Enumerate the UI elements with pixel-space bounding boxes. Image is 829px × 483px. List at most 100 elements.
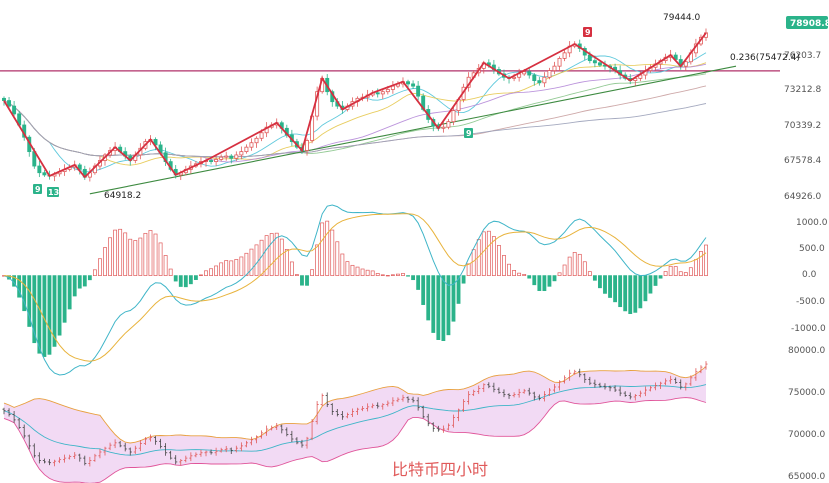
- macd-histogram-bar: [360, 268, 365, 276]
- price-tick: 70339.2: [784, 121, 821, 131]
- macd-histogram-bar: [82, 275, 87, 287]
- macd-histogram-bar: [688, 267, 693, 276]
- macd-histogram-bar: [532, 275, 537, 286]
- macd-histogram-bar: [133, 240, 138, 276]
- macd-histogram-bar: [199, 274, 203, 276]
- macd-histogram-bar: [567, 256, 572, 276]
- macd-histogram-bar: [209, 268, 213, 276]
- macd-histogram-bar: [451, 275, 456, 322]
- macd-histogram-bar: [537, 275, 542, 291]
- td-marker: 13: [47, 187, 59, 197]
- macd-histogram-bar: [598, 275, 602, 289]
- macd-histogram-bar: [653, 275, 658, 286]
- price-tick: 64926.0: [784, 192, 821, 202]
- moving-average-line: [3, 62, 707, 166]
- candle-body: [380, 91, 385, 95]
- macd-histogram-bar: [416, 275, 421, 290]
- macd-histogram-bar: [300, 275, 304, 286]
- macd-histogram-bar: [284, 248, 289, 276]
- candle-body: [527, 71, 532, 76]
- macd-histogram-bar: [249, 248, 254, 276]
- macd-tick: -500.0: [796, 297, 825, 307]
- macd-histogram-bar: [234, 259, 239, 276]
- macd-histogram-bar: [608, 275, 612, 298]
- bollinger-lower-line: [3, 397, 707, 483]
- macd-histogram-bar: [188, 275, 193, 285]
- macd-histogram-bar: [527, 275, 532, 279]
- macd-histogram-bar: [123, 232, 128, 276]
- candle-body: [537, 80, 542, 84]
- td-marker-label: 9: [466, 129, 472, 138]
- macd-histogram-bar: [163, 255, 168, 276]
- current-price-label: 78908.8: [790, 19, 829, 29]
- low-label: 64918.2: [104, 191, 141, 201]
- candle-body: [375, 92, 380, 95]
- macd-histogram-bar: [562, 264, 567, 276]
- macd-histogram-bar: [72, 275, 77, 297]
- candle-body: [385, 89, 390, 93]
- macd-histogram-bar: [335, 241, 340, 276]
- macd-histogram-bar: [138, 237, 143, 276]
- macd-histogram-bar: [542, 275, 547, 292]
- candle-body: [234, 154, 239, 159]
- macd-histogram-bar: [22, 275, 27, 312]
- macd-histogram-bar: [27, 275, 32, 327]
- macd-histogram-bar: [507, 263, 511, 276]
- macd-histogram-bar: [502, 255, 506, 276]
- macd-histogram-bar: [426, 275, 431, 321]
- macd-histogram-bar: [592, 275, 597, 281]
- macd-histogram-bar: [628, 275, 633, 314]
- bollinger-mid-line: [3, 384, 707, 456]
- macd-histogram-bar: [269, 233, 274, 276]
- macd-histogram-bar: [214, 265, 219, 276]
- zigzag-line: [3, 32, 707, 179]
- macd-histogram-bar: [704, 244, 708, 276]
- chart-caption: 比特币四小时: [392, 460, 488, 479]
- candle-body: [219, 156, 224, 160]
- macd-histogram-bar: [254, 244, 259, 276]
- candle-body: [547, 70, 552, 78]
- candle-body: [77, 164, 82, 170]
- macd-histogram-bar: [310, 269, 314, 276]
- macd-histogram-bar: [577, 253, 582, 276]
- macd-histogram-bar: [92, 269, 97, 276]
- macd-histogram-bar: [239, 256, 244, 276]
- trend-line: [89, 65, 737, 195]
- candle-body: [512, 76, 517, 79]
- macd-histogram-bar: [274, 232, 279, 276]
- macd-histogram-bar: [411, 275, 415, 281]
- macd-histogram-bar: [471, 249, 476, 276]
- moving-average-line: [3, 63, 707, 163]
- macd-histogram-bar: [375, 273, 380, 276]
- candle-body: [446, 121, 451, 128]
- candle-body: [224, 155, 229, 158]
- macd-histogram-bar: [224, 260, 229, 276]
- macd-dea-line: [3, 213, 707, 362]
- td-marker: 9: [464, 128, 473, 138]
- moving-average-line: [3, 100, 707, 158]
- macd-histogram-bar: [244, 252, 249, 276]
- price-axis: 76203.7 73212.8 70339.2 67578.4 64926.0 …: [784, 16, 829, 202]
- price-tick: 73212.8: [784, 85, 821, 95]
- macd-histogram-bar: [295, 274, 299, 276]
- macd-histogram-bar: [47, 275, 52, 355]
- macd-histogram-bar: [143, 232, 148, 276]
- macd-histogram-bar: [385, 275, 390, 277]
- macd-tick: -1000.0: [791, 324, 826, 334]
- td-marker-label: 9: [585, 28, 591, 37]
- macd-histogram-bar: [572, 252, 577, 276]
- macd-histogram-bar: [219, 262, 224, 276]
- candle-body: [411, 83, 416, 87]
- macd-histogram-bar: [183, 275, 188, 288]
- boll-tick: 80000.0: [788, 346, 825, 356]
- candle-body: [12, 105, 17, 115]
- macd-histogram-bar: [279, 238, 284, 276]
- macd-tick: 0.0: [802, 270, 817, 280]
- fib-label: 0.236(75472.4): [730, 53, 800, 63]
- macd-histogram-bar: [461, 275, 466, 284]
- candle-body: [259, 132, 264, 139]
- macd-histogram-bar: [340, 253, 345, 276]
- macd-dif-line: [3, 204, 707, 376]
- macd-histogram-bar: [32, 275, 37, 344]
- price-panel: [0, 28, 780, 195]
